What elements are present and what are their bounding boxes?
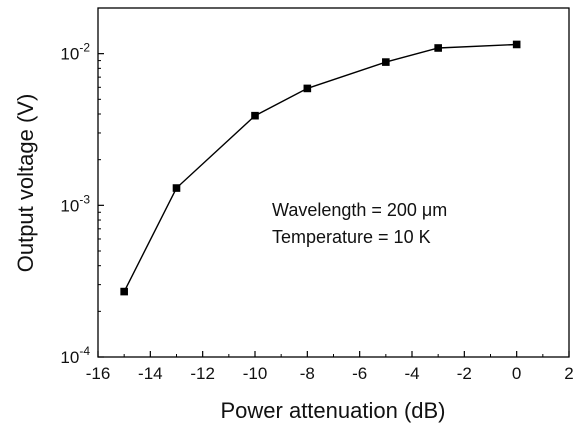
x-tick-label: -8 (300, 364, 315, 383)
x-tick-label: 0 (512, 364, 521, 383)
annotation-wavelength: Wavelength = 200 μm (272, 200, 447, 220)
x-tick-label: -6 (352, 364, 367, 383)
series-line-layer (123, 43, 517, 292)
x-tick-label: -12 (190, 364, 215, 383)
y-tick-label: 10-2 (60, 41, 90, 64)
annotation-temperature: Temperature = 10 K (272, 227, 431, 247)
y-tick-label: 10-4 (60, 344, 90, 367)
x-axis-title: Power attenuation (dB) (220, 398, 445, 423)
plot-frame (97, 7, 570, 358)
x-tick-label: -4 (404, 364, 419, 383)
data-point-marker (512, 40, 521, 49)
data-point-marker (120, 287, 128, 296)
data-point-marker (251, 111, 259, 120)
x-tick-label: -16 (86, 364, 111, 383)
y-axis-title: Output voltage (V) (13, 94, 38, 273)
data-point-marker (172, 184, 181, 192)
x-tick-label: -14 (138, 364, 163, 383)
x-tick-label: -10 (243, 364, 268, 383)
data-point-marker (434, 44, 442, 52)
data-point-marker (382, 58, 390, 66)
series-points-layer (120, 40, 521, 296)
series-line (123, 43, 517, 292)
y-tick-label: 10-3 (60, 192, 90, 215)
x-tick-label: 2 (564, 364, 573, 383)
ticks-layer: -16 -14 -12 -10 -8 -6 -4 -2 0 2 10-4 10-3 10-2 (60, 41, 573, 383)
x-tick-label: -2 (457, 364, 472, 383)
data-point-marker (303, 84, 312, 93)
